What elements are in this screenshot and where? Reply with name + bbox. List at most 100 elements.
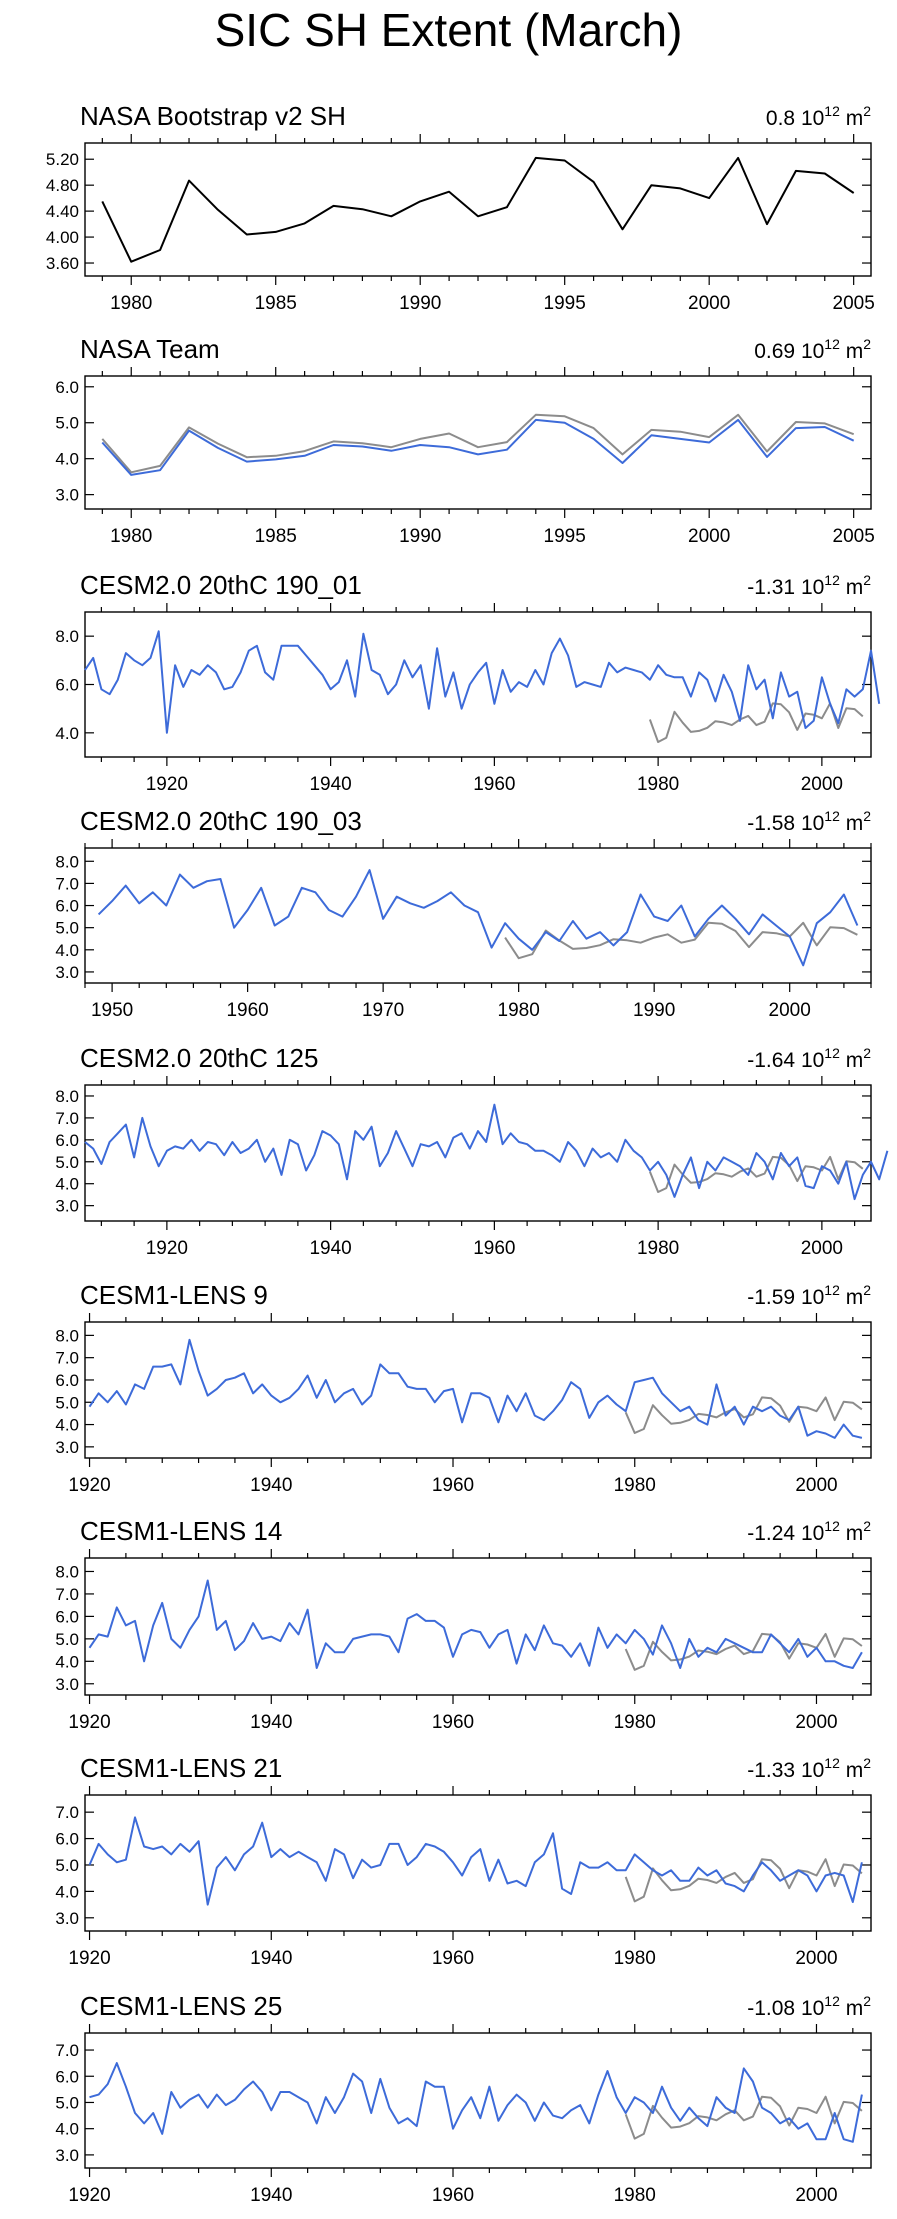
stat-stat-unit: 10 [801,1522,824,1545]
series-line-model [88,1816,863,1906]
stat-stat-exp2: 2 [863,1993,871,2009]
series-line-bootstrap [101,413,855,474]
stat-stat-unit: 10 [801,576,824,599]
x-tick-label: 2000 [801,774,843,795]
figure-title: SIC SH Extent (March) [214,4,683,56]
x-tick-label: 1985 [255,293,297,314]
x-tick-label: 1980 [614,1475,656,1496]
plot-frame [84,611,872,758]
stat-stat-unit: 10 [801,1286,824,1309]
series-line-observed [624,1632,863,1671]
x-tick-label: 1980 [110,526,152,547]
series-line-nasa-team [101,418,855,476]
panel-stat: -1.58 1012 m2 [747,808,871,835]
series-line-observed [624,1858,863,1903]
stat-stat-value: 0.69 [754,340,801,363]
y-tick-label: 6.0 [55,1371,79,1390]
series-line-nasa-bootstrap-v2-sh [101,156,855,263]
x-tick-label: 1920 [146,774,188,795]
stat-stat-unit2: m [840,1759,863,1782]
stat-stat-value: -1.08 [747,1997,801,2020]
x-tick-label: 1950 [91,1000,133,1021]
panel-title: CESM2.0 20thC 190_01 [80,570,362,600]
y-tick-label: 6.0 [55,676,79,695]
stat-stat-exp: 12 [824,336,840,352]
stat-stat-unit: 10 [801,1049,824,1072]
stat-stat-value: -1.64 [747,1049,801,1072]
y-tick-label: 3.0 [55,2146,79,2165]
panel-title: CESM1-LENS 14 [80,1516,282,1546]
stat-stat-unit2: m [840,1049,863,1072]
y-tick-label: 7.0 [55,874,79,893]
x-tick-label: 1960 [432,1475,474,1496]
stat-stat-value: -1.24 [747,1522,801,1545]
stat-stat-exp: 12 [824,808,840,824]
stat-stat-exp2: 2 [863,1282,871,1298]
y-tick-label: 6.0 [55,2067,79,2086]
panel-stat: -1.33 1012 m2 [747,1755,871,1782]
y-tick-label: 4.00 [46,228,79,247]
panel-stat: -1.31 1012 m2 [747,572,871,599]
stat-stat-exp2: 2 [863,103,871,119]
x-tick-label: 1990 [399,526,441,547]
x-tick-label: 1960 [432,1712,474,1733]
chart-panel-1: NASA Bootstrap v2 SH 0.8 1012 m2 3.60 4.00 4… [46,101,875,314]
y-tick-label: 4.0 [55,1652,79,1671]
y-tick-label: 5.0 [55,1630,79,1649]
panel-title: NASA Team [80,334,220,364]
stat-stat-exp2: 2 [863,808,871,824]
y-tick-label: 4.0 [55,1882,79,1901]
y-tick-label: 4.0 [55,941,79,960]
x-tick-label: 1995 [544,293,586,314]
y-tick-label: 6.0 [55,1131,79,1150]
y-tick-label: 5.0 [55,1393,79,1412]
stat-stat-value: 0.8 [766,107,801,130]
y-tick-label: 7.0 [55,1349,79,1368]
plot-frame [84,847,872,984]
y-tick-label: 7.0 [55,1585,79,1604]
panel-title: CESM1-LENS 9 [80,1280,268,1310]
y-tick-label: 5.0 [55,1153,79,1172]
stat-stat-exp2: 2 [863,1755,871,1771]
stat-stat-exp: 12 [824,103,840,119]
x-tick-label: 1940 [309,1238,351,1259]
series-line-model [88,1338,863,1439]
chart-panel-8: CESM1-LENS 21 -1.33 1012 m2 3.0 4.0 5.0 6.0 7.… [55,1753,872,1969]
y-tick-label: 4.0 [55,450,79,469]
y-tick-label: 3.0 [55,1909,79,1928]
stat-stat-unit: 10 [801,340,824,363]
chart-panel-9: CESM1-LENS 25 -1.08 1012 m2 3.0 4.0 5.0 6.0 7.… [55,1991,872,2206]
panel-stat: 0.69 1012 m2 [754,336,871,363]
y-tick-label: 8.0 [55,852,79,871]
x-tick-label: 1980 [637,774,679,795]
panel-stat: -1.24 1012 m2 [747,1518,871,1545]
x-tick-label: 2000 [795,1712,837,1733]
series-line-model [97,869,859,967]
series-line-model [84,630,881,734]
y-tick-label: 7.0 [55,1803,79,1822]
x-tick-label: 1940 [309,774,351,795]
stat-stat-unit: 10 [801,812,824,835]
y-tick-label: 8.0 [55,1087,79,1106]
x-tick-label: 1980 [614,1712,656,1733]
x-tick-label: 1980 [637,1238,679,1259]
chart-panel-5: CESM2.0 20thC 125 -1.64 1012 m2 3.0 4.0 5.0 6… [55,1043,889,1259]
panel-stat: -1.08 1012 m2 [747,1993,871,2020]
stat-stat-exp: 12 [824,1755,840,1771]
y-tick-label: 6.0 [55,378,79,397]
x-tick-label: 1995 [544,526,586,547]
plot-frame [84,1557,872,1696]
stat-stat-exp: 12 [824,1282,840,1298]
stat-stat-unit: 10 [801,107,824,130]
stat-stat-value: -1.59 [747,1286,801,1309]
stat-stat-exp: 12 [824,1993,840,2009]
plot-frame [84,142,872,277]
y-tick-label: 3.0 [55,486,79,505]
x-tick-label: 1920 [68,1475,110,1496]
plot-frame [84,2032,872,2169]
stat-stat-unit2: m [840,340,863,363]
x-tick-label: 1990 [399,293,441,314]
y-tick-label: 4.0 [55,2120,79,2139]
stat-stat-value: -1.31 [747,576,801,599]
